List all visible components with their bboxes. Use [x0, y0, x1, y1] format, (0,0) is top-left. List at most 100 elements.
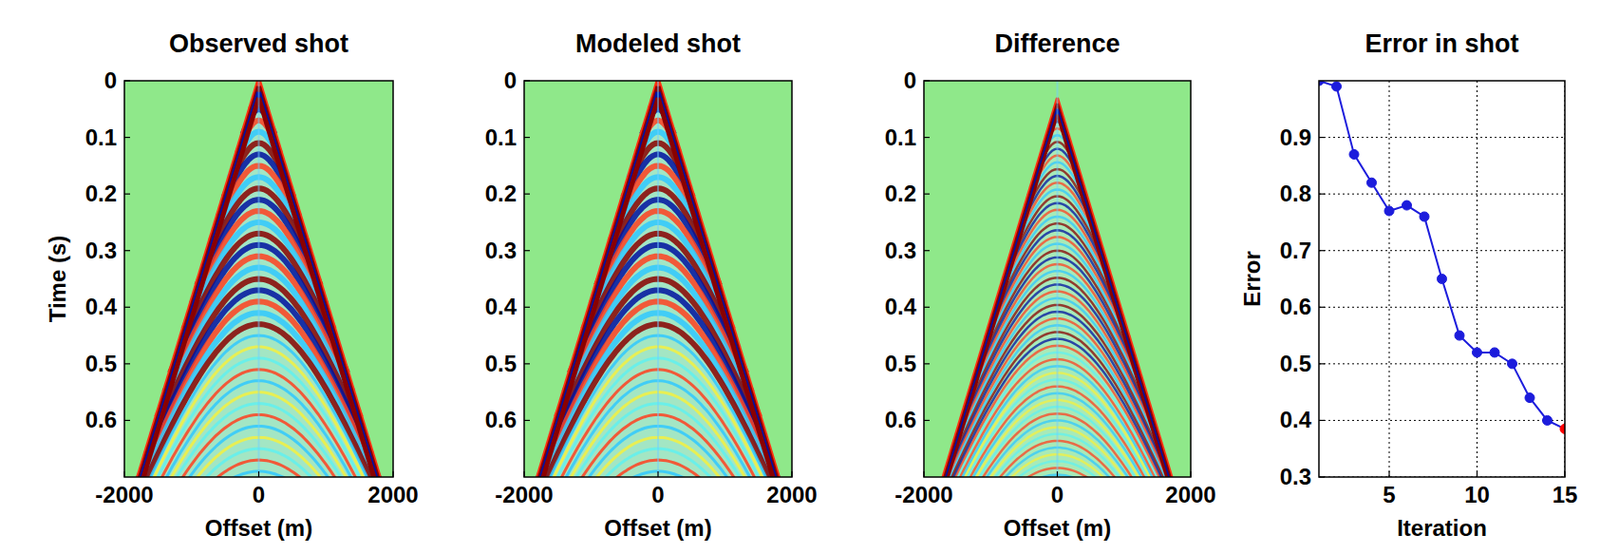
wavefield-direct [259, 97, 389, 477]
tick-label: 0.5 [85, 350, 117, 377]
wavefield-trace [657, 80, 659, 477]
tick [1318, 475, 1325, 477]
axis-title: Offset (m) [1003, 514, 1111, 541]
tick [1318, 419, 1325, 421]
wavefield-direct [529, 92, 659, 477]
marker [1489, 347, 1500, 358]
wavefield-direct [1057, 114, 1186, 477]
tick [1318, 306, 1325, 308]
wavefield-cone [529, 80, 788, 477]
tick [523, 470, 525, 477]
tick-label: 0.6 [884, 406, 917, 433]
axis-title: Time (s) [44, 235, 71, 323]
tick-label: 2000 [367, 481, 418, 508]
tick [524, 79, 530, 81]
marker [1367, 177, 1377, 188]
tick [1189, 470, 1191, 477]
tick [1318, 136, 1325, 138]
marker [1349, 149, 1359, 159]
tick-label: 0.1 [85, 124, 117, 151]
marker [1332, 81, 1342, 92]
tick-label: 0 [903, 67, 917, 94]
wavefield-direct [259, 86, 389, 477]
tick [657, 470, 659, 477]
tick-label: 5 [1382, 481, 1395, 508]
tick-label: 0.5 [485, 350, 517, 377]
wavefield-direct [1057, 109, 1186, 477]
tick-label: 0.6 [85, 406, 117, 433]
tick-label: 0.6 [485, 406, 517, 433]
title: Modeled shot [575, 29, 741, 58]
tick [923, 193, 930, 195]
axis-title: Error [1239, 250, 1265, 307]
tick-label: 2000 [1165, 481, 1216, 508]
wavefield-direct [658, 92, 787, 477]
frame [1318, 80, 1565, 477]
title: Observed shot [169, 29, 349, 58]
wavefield-direct [529, 97, 659, 477]
marker [1472, 347, 1483, 358]
tick-label: 0.4 [1280, 406, 1313, 433]
tick-label: 0.5 [884, 350, 917, 377]
wavefield-direct [130, 97, 260, 477]
tick [524, 419, 530, 421]
marker [1524, 393, 1535, 403]
panel: 510150.30.40.50.60.70.80.9Error in shotI… [1239, 29, 1578, 541]
wavefield-direct [929, 114, 1058, 477]
tick [922, 470, 924, 477]
tick [1318, 249, 1325, 251]
tick-label: 0 [1051, 481, 1064, 508]
tick [923, 306, 930, 308]
plot-area [524, 80, 792, 477]
wavefield-direct [929, 103, 1058, 477]
tick-label: 0.3 [485, 237, 517, 264]
tick-label: 0.5 [1280, 350, 1312, 377]
grid-line [1318, 362, 1565, 364]
tick-label: 0.3 [85, 237, 117, 264]
grid-line [1318, 193, 1565, 195]
tick-label: 0.7 [1280, 237, 1312, 264]
wavefield-trace [1056, 80, 1059, 477]
tick-label: 0 [104, 67, 117, 94]
marker [1402, 200, 1412, 210]
wavefield-direct [130, 92, 260, 477]
tick-label: 0.1 [485, 124, 517, 151]
tick-label: 10 [1464, 481, 1490, 508]
line [1318, 80, 1565, 429]
tick [124, 419, 131, 421]
plot-area [124, 80, 394, 477]
tick-label: 0.4 [485, 293, 518, 320]
tick [1318, 362, 1325, 364]
tick-label: 0.1 [884, 124, 917, 151]
marker [1384, 206, 1394, 216]
panel: -20000200000.10.20.30.40.50.6Observed sh… [44, 29, 419, 554]
tick-label: 0.9 [1280, 124, 1312, 151]
marker [1437, 274, 1448, 284]
background [0, 0, 1600, 554]
wavefield-direct [929, 109, 1058, 477]
wavefield-direct [259, 80, 389, 477]
tick [923, 419, 930, 421]
tick [923, 249, 930, 251]
tick-label: 0.4 [85, 293, 118, 320]
tick-label: 0.2 [85, 180, 117, 207]
axis-title: Iteration [1396, 514, 1488, 541]
grid-line [1476, 80, 1478, 477]
tick-label: 0.6 [1280, 293, 1312, 320]
tick [923, 362, 930, 364]
title: Error in shot [1364, 29, 1519, 58]
wavefield-direct [929, 97, 1058, 477]
tick-label: 0.8 [1280, 180, 1312, 207]
tick [1318, 193, 1325, 195]
wavefield-direct [130, 86, 260, 477]
tick-label: 0.2 [485, 180, 517, 207]
tick [790, 470, 792, 477]
tick [524, 193, 530, 195]
tick-label: 2000 [766, 481, 817, 508]
figure: -2000 0 2000 0 0.1 0.2 0.3 0.4 0.5 0.6 Observed sh… [0, 0, 1600, 554]
frame [923, 80, 1191, 477]
wavefield-direct [1057, 103, 1186, 477]
tick-label: 0 [651, 481, 664, 508]
tick-label: -2000 [894, 481, 953, 508]
tick-label: 0.2 [884, 180, 917, 207]
